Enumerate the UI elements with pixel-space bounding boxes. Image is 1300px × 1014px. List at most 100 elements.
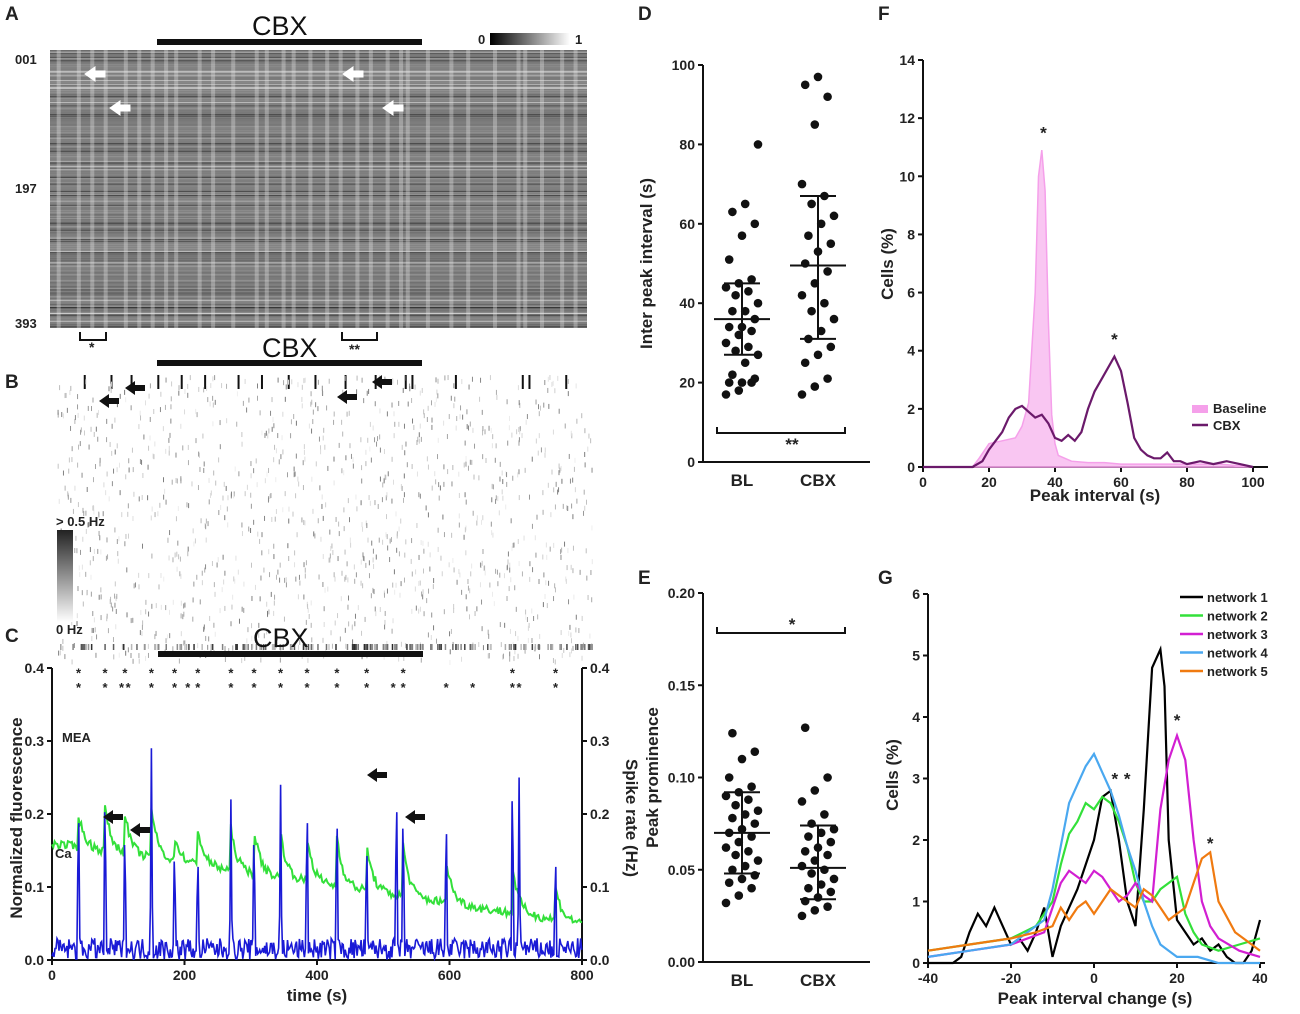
heatmap-row — [50, 70, 587, 72]
raster-spike — [264, 478, 266, 484]
raster-spike — [443, 532, 445, 538]
raster-spike — [499, 572, 501, 578]
heatmap-row — [50, 315, 587, 317]
panel-label-g: G — [878, 568, 893, 589]
raster-spike — [434, 471, 436, 477]
raster-spike — [253, 519, 255, 525]
raster-spike — [141, 459, 143, 465]
raster-spike — [591, 559, 593, 565]
raster-spike — [484, 429, 486, 435]
raster-spike — [481, 519, 483, 525]
peak-star: * — [1124, 770, 1131, 789]
raster-spike — [191, 481, 193, 487]
raster-spike — [184, 409, 186, 415]
raster-spike — [288, 379, 290, 385]
raster-spike — [268, 549, 270, 555]
heatmap-row — [50, 64, 587, 66]
raster-summary — [282, 644, 284, 650]
raster-spike — [381, 497, 383, 503]
raster-spike — [280, 454, 282, 460]
raster-spike — [576, 498, 578, 504]
heatmap-row — [50, 158, 587, 160]
raster-spike — [505, 470, 507, 476]
raster-spike — [398, 526, 400, 532]
raster-spike — [404, 375, 406, 381]
raster-spike — [230, 491, 232, 497]
legend-label-cbx: CBX — [1213, 418, 1241, 433]
raster-spike — [583, 489, 585, 495]
raster-spike — [374, 500, 376, 506]
raster-spike — [243, 607, 245, 613]
raster-spike — [294, 471, 296, 477]
raster-spike — [110, 381, 112, 387]
raster-spike — [582, 642, 584, 648]
raster-summary — [524, 644, 526, 650]
heatmap-row — [50, 140, 587, 142]
raster-spike — [403, 492, 405, 498]
raster-spike — [224, 605, 226, 611]
heatmap-row — [50, 305, 587, 307]
raster-spike — [275, 643, 277, 649]
raster-spike — [204, 523, 206, 529]
heatmap-row — [50, 78, 587, 80]
raster-spike — [148, 445, 150, 451]
heatmap-event — [123, 50, 128, 328]
raster-summary — [235, 644, 237, 650]
raster-spike — [266, 601, 268, 607]
data-point — [737, 231, 747, 241]
raster-spike — [82, 536, 84, 542]
legend-label: network 5 — [1207, 664, 1268, 679]
data-point — [807, 869, 816, 878]
raster-spike — [328, 378, 330, 384]
data-point — [800, 847, 810, 856]
raster-spike — [360, 559, 362, 565]
raster-spike — [271, 517, 273, 523]
raster-spike — [211, 561, 213, 567]
bracket-double — [341, 332, 378, 341]
raster-spike — [377, 436, 379, 442]
raster-spike — [273, 554, 275, 560]
raster-summary — [514, 644, 517, 650]
raster-spike — [374, 437, 376, 443]
heatmap-row — [50, 176, 587, 178]
heatmap-event — [90, 50, 95, 328]
raster-summary — [580, 644, 582, 650]
raster-spike — [295, 493, 297, 499]
raster-spike — [138, 658, 140, 664]
raster-spike — [175, 477, 177, 483]
panel-label-e: E — [638, 568, 651, 589]
raster-spike — [379, 476, 381, 482]
raster-spike — [70, 425, 72, 431]
raster-spike — [512, 475, 514, 481]
data-point — [823, 92, 832, 102]
raster-spike — [85, 379, 87, 385]
y-tick-label: 0 — [912, 955, 920, 971]
data-point — [800, 80, 810, 90]
raster-spike — [400, 581, 402, 587]
raster-summary — [184, 644, 186, 650]
raster-spike — [395, 511, 397, 517]
heatmap-event — [493, 50, 498, 328]
raster-summary — [587, 644, 589, 650]
heatmap-event — [264, 50, 269, 328]
raster-spike — [337, 556, 339, 562]
raster-burst — [260, 375, 263, 389]
raster-spike — [96, 412, 98, 418]
raster-spike — [554, 583, 556, 589]
data-point — [807, 199, 816, 209]
raster-spike — [304, 573, 306, 579]
raster-spike — [482, 430, 484, 436]
raster-spike — [403, 423, 405, 429]
raster-spike — [575, 627, 577, 633]
raster-spike — [420, 436, 422, 442]
y-tick-label: 4 — [907, 343, 915, 359]
data-point — [826, 887, 836, 897]
arrows-a — [84, 66, 404, 116]
raster-spike — [168, 450, 170, 456]
raster-spike — [466, 424, 468, 430]
raster-spike — [400, 484, 402, 490]
mea-peak-star: * — [119, 680, 125, 695]
raster-spike — [494, 457, 496, 463]
heatmap-row — [50, 312, 587, 314]
